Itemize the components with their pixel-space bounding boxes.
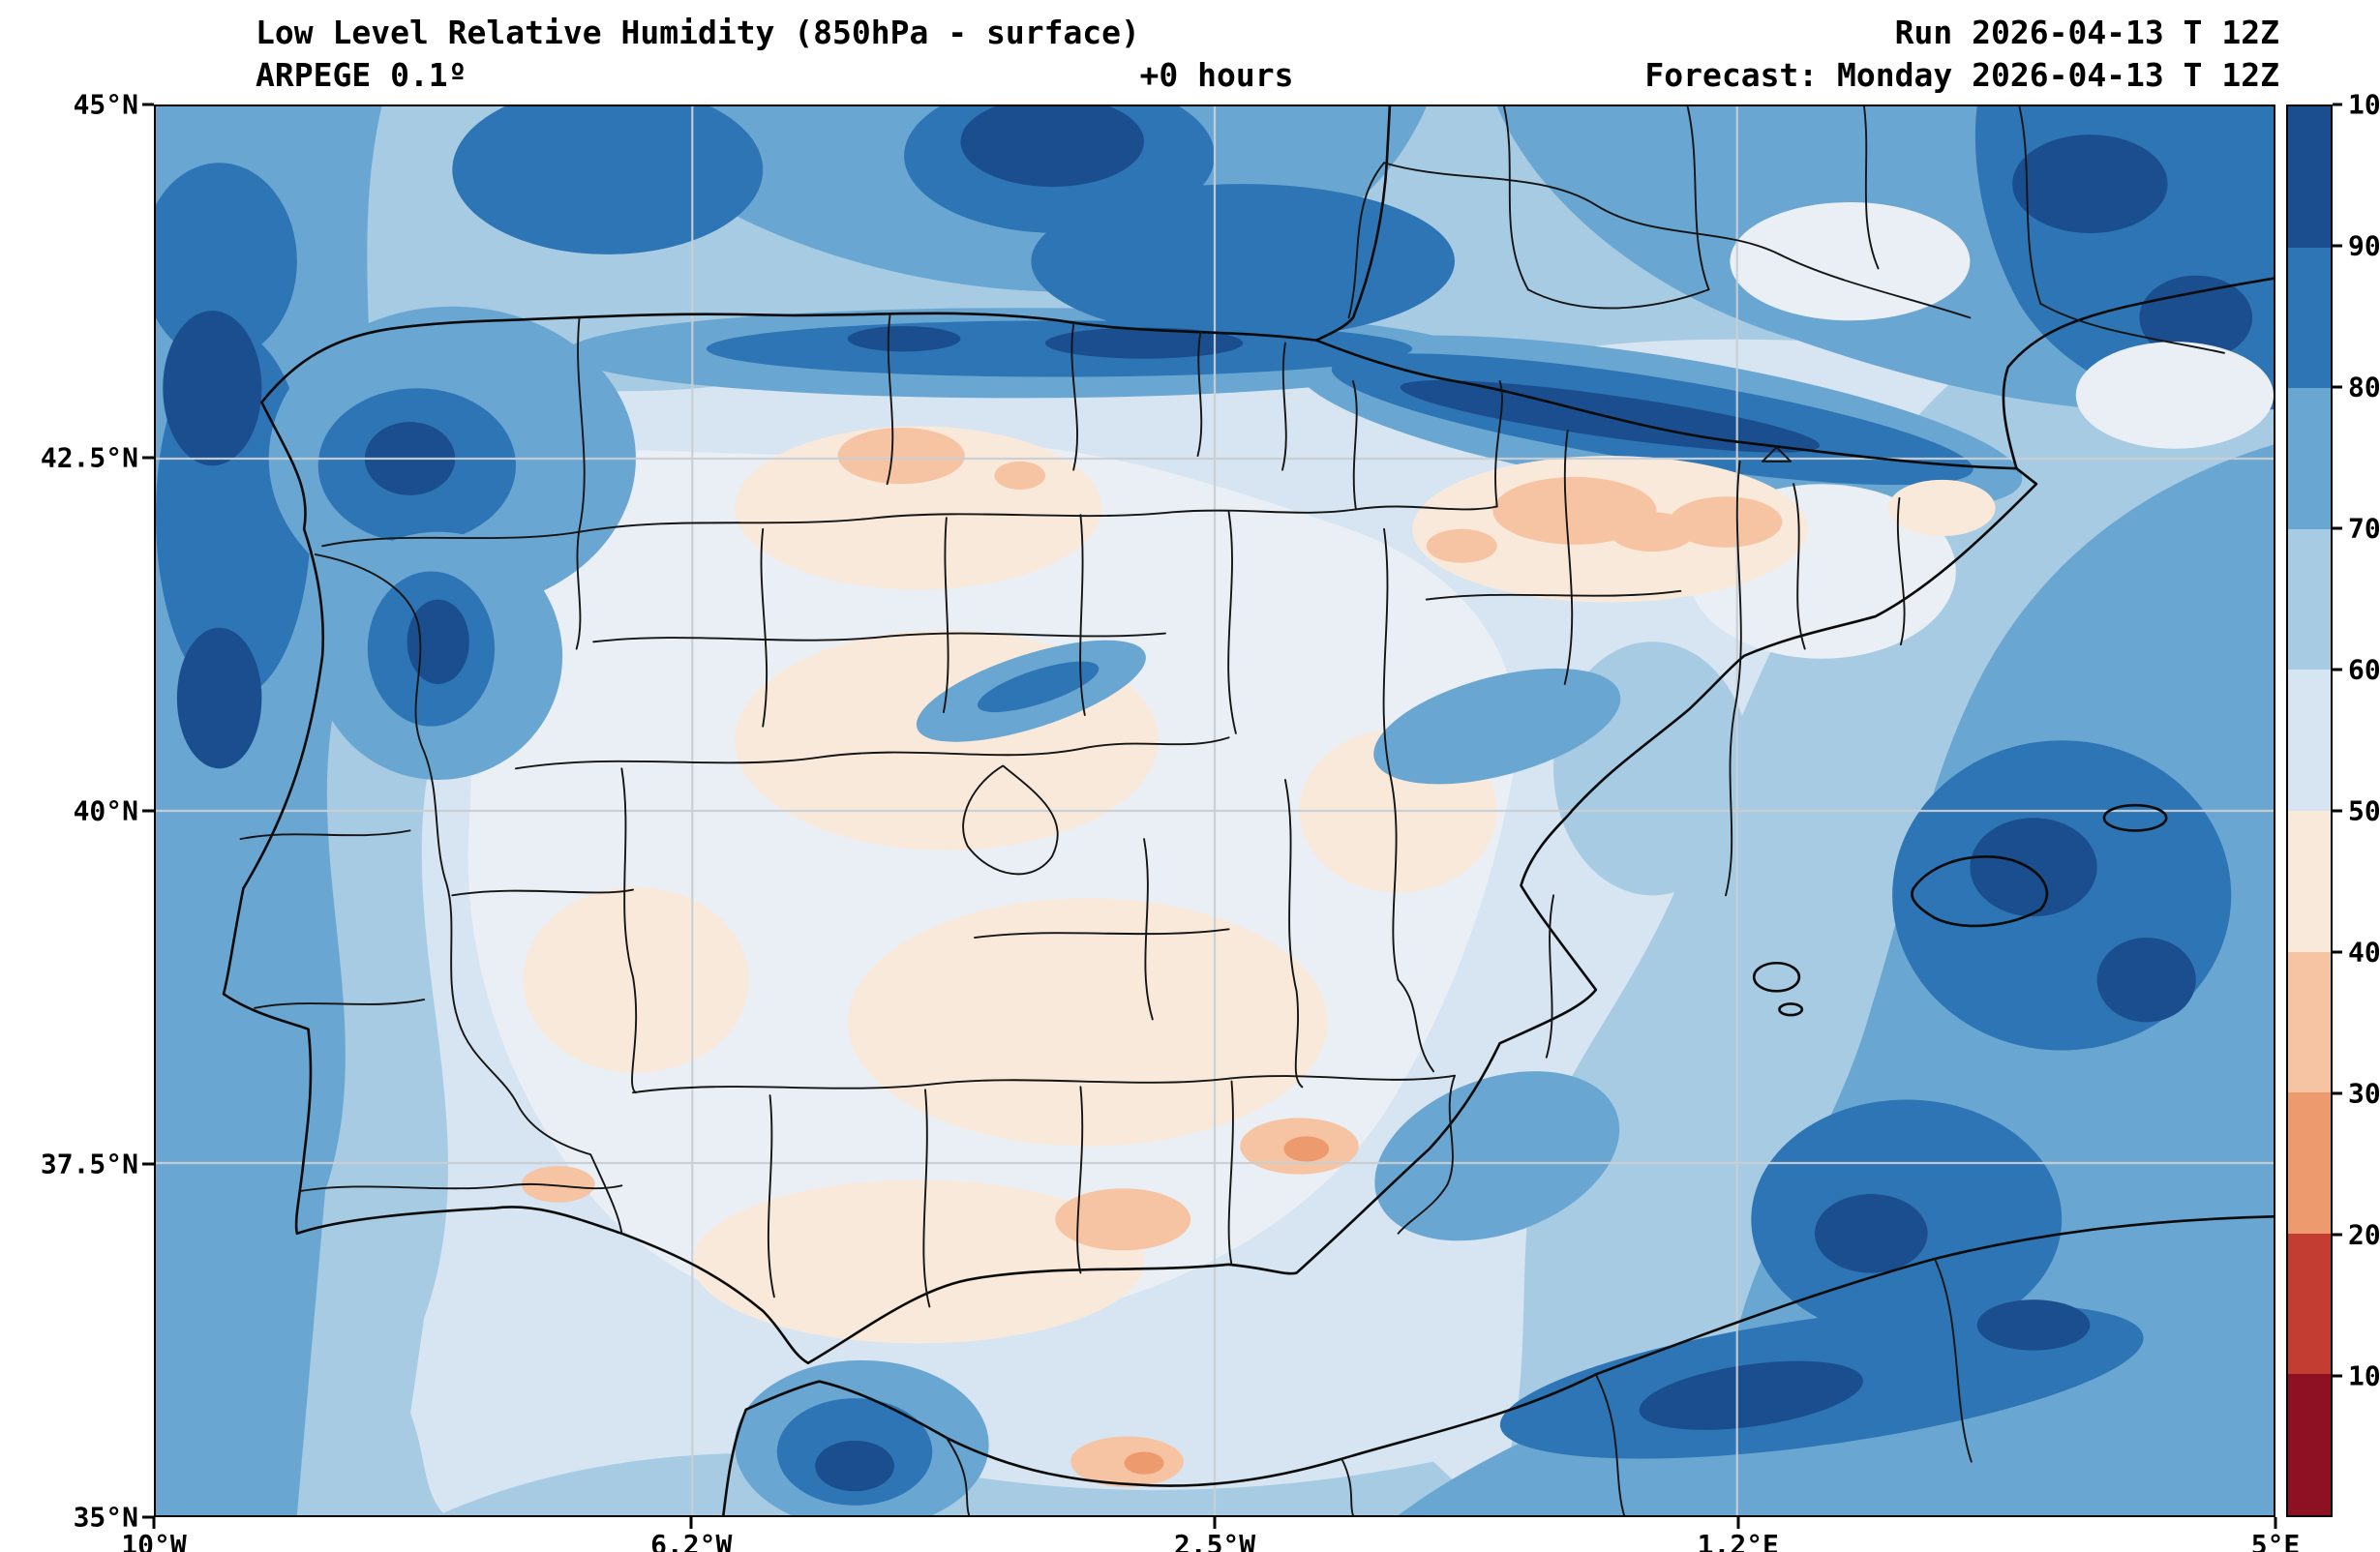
colorbar-tick-mark: [2333, 1091, 2342, 1095]
y-tick-mark: [142, 1162, 154, 1166]
x-tick-label: 6.2°W: [650, 1529, 733, 1552]
colorbar-tick-label: 90: [2348, 229, 2380, 262]
y-tick-mark: [142, 103, 154, 106]
colorbar-segment: [2288, 388, 2331, 529]
colorbar-segment: [2288, 810, 2331, 952]
colorbar-tick-label: 80: [2348, 371, 2380, 403]
colorbar-tick-mark: [2333, 1374, 2342, 1378]
model-label: ARPEGE 0.1º: [256, 56, 467, 94]
colorbar-tick-label: 70: [2348, 512, 2380, 545]
colorbar-tick-label: 60: [2348, 653, 2380, 686]
x-tick-label: 5°E: [2250, 1529, 2301, 1552]
y-tick-label: 37.5°N: [40, 1148, 138, 1180]
colorbar-segment: [2288, 951, 2331, 1093]
colorbar-segment: [2288, 247, 2331, 389]
y-tick-label: 40°N: [73, 794, 138, 827]
x-axis: 10°W 6.2°W 2.5°W 1.2°E 5°E: [121, 1517, 2300, 1552]
colorbar-tick-mark: [2333, 809, 2342, 813]
y-tick-mark: [142, 456, 154, 460]
colorbar-segment: [2288, 670, 2331, 811]
colorbar-tick-label: 10: [2348, 1359, 2380, 1392]
colorbar-segment: [2288, 1233, 2331, 1375]
y-tick-label: 35°N: [73, 1501, 138, 1534]
colorbar-tick-mark: [2333, 385, 2342, 389]
map-svg: [156, 106, 2274, 1515]
coastlines: [222, 106, 2274, 1515]
y-tick-label: 45°N: [73, 88, 138, 121]
x-tick-mark: [1736, 1517, 1740, 1529]
x-tick-label: 1.2°E: [1697, 1529, 1779, 1552]
colorbar-segment: [2288, 1374, 2331, 1515]
x-tick-mark: [1213, 1517, 1217, 1529]
colorbar-tick-label: 30: [2348, 1077, 2380, 1110]
x-tick-label: 2.5°W: [1173, 1529, 1256, 1552]
y-tick-mark: [142, 809, 154, 813]
colorbar-tick-mark: [2333, 244, 2342, 248]
y-axis: 45°N 42.5°N 40°N 37.5°N 35°N: [0, 89, 154, 1534]
y-tick-label: 42.5°N: [40, 441, 138, 474]
x-tick-label: 10°W: [121, 1529, 187, 1552]
colorbar-segment: [2288, 106, 2331, 248]
x-tick-mark: [2274, 1517, 2277, 1529]
colorbar-segment: [2288, 528, 2331, 671]
colorbar-tick-mark: [2333, 668, 2342, 672]
colorbar-tick-label: 40: [2348, 936, 2380, 969]
gridlines: [156, 106, 2274, 1515]
x-tick-mark: [689, 1517, 693, 1529]
colorbar-tick-mark: [2333, 950, 2342, 954]
admin-boundaries: [239, 106, 2225, 1515]
colorbar-tick-label: 50: [2348, 794, 2380, 827]
colorbar-tick-mark: [2333, 1233, 2342, 1237]
colorbar-tick-mark: [2333, 526, 2342, 530]
map-plot-area: [154, 104, 2275, 1517]
colorbar-tick-mark: [2333, 103, 2342, 106]
lead-time-label: +0 hours: [1139, 56, 1294, 94]
colorbar: [2286, 104, 2333, 1517]
run-label: Run 2026-04-13 T 12Z: [1894, 14, 2279, 51]
chart-title: Low Level Relative Humidity (850hPa - su…: [256, 14, 1140, 51]
colorbar-axis: 100 90 80 70 60 50 40 30 20 10: [2333, 89, 2380, 1517]
y-tick-mark: [142, 1515, 154, 1519]
x-tick-mark: [152, 1517, 156, 1529]
colorbar-tick-label: 100: [2348, 88, 2380, 121]
forecast-label: Forecast: Monday 2026-04-13 T 12Z: [1644, 56, 2279, 94]
colorbar-tick-label: 20: [2348, 1218, 2380, 1251]
colorbar-segments: [2288, 106, 2331, 1515]
colorbar-segment: [2288, 1092, 2331, 1234]
